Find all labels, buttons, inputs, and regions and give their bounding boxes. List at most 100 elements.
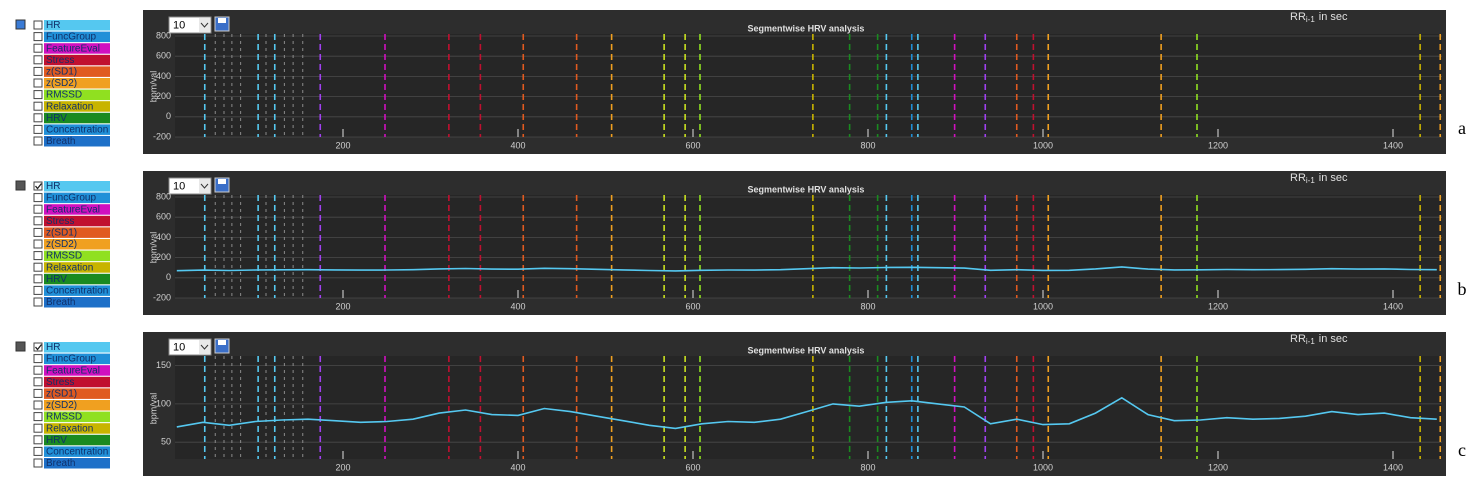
legend-checkbox[interactable]: [33, 20, 43, 30]
legend-label[interactable]: HRV: [46, 113, 67, 124]
legend-checkbox[interactable]: [33, 435, 43, 445]
legend-label[interactable]: Breath: [46, 458, 75, 469]
legend-label[interactable]: Stress: [46, 216, 74, 227]
legend-label[interactable]: HR: [46, 20, 60, 31]
legend-checkbox[interactable]: [33, 216, 43, 226]
legend-label[interactable]: Relaxation: [46, 423, 93, 434]
legend-label[interactable]: HRV: [46, 435, 67, 446]
legend-label[interactable]: FeatureEval: [46, 365, 100, 376]
legend-label[interactable]: z(SD2): [46, 400, 77, 411]
legend-checkbox[interactable]: [33, 262, 43, 272]
legend-checkbox[interactable]: [33, 227, 43, 237]
legend-checkbox[interactable]: [33, 55, 43, 65]
legend-checkbox[interactable]: [33, 365, 43, 375]
legend-label[interactable]: FuncGroup: [46, 193, 96, 204]
plot-area: [175, 34, 1442, 137]
legend-checkbox[interactable]: [33, 113, 43, 123]
legend-swatch: [44, 388, 110, 399]
legend-checkbox[interactable]: [33, 124, 43, 134]
y-axis-label: bpm/val: [148, 393, 158, 425]
legend-swatch: [44, 54, 110, 66]
legend-label[interactable]: RMSSD: [46, 90, 82, 101]
legend-checkbox[interactable]: [33, 446, 43, 456]
dropdown-value[interactable]: 10: [173, 180, 185, 192]
x-tick-label: 1000: [1033, 301, 1053, 311]
legend-label[interactable]: Stress: [46, 55, 74, 66]
hr-line: [176, 266, 1437, 272]
legend-label[interactable]: FuncGroup: [46, 32, 96, 43]
legend-checkbox[interactable]: [33, 66, 43, 76]
legend-label[interactable]: RMSSD: [46, 251, 82, 262]
legend-checkbox[interactable]: [33, 101, 43, 111]
legend-swatch: [44, 285, 110, 296]
legend-toggle[interactable]: [15, 341, 26, 352]
legend-label[interactable]: FuncGroup: [46, 354, 96, 365]
legend-checkbox[interactable]: [33, 388, 43, 398]
legend-label[interactable]: RMSSD: [46, 412, 82, 423]
dropdown-value[interactable]: 10: [173, 341, 185, 353]
legend-label[interactable]: z(SD2): [46, 78, 77, 89]
legend-checkbox[interactable]: [33, 458, 43, 468]
legend-checkbox[interactable]: [33, 251, 43, 261]
legend-checkbox[interactable]: [33, 297, 43, 307]
legend-label[interactable]: Relaxation: [46, 262, 93, 273]
legend-label[interactable]: HR: [46, 181, 60, 192]
legend-label[interactable]: z(SD1): [46, 228, 77, 239]
legend-checkbox[interactable]: [33, 239, 43, 249]
legend-label[interactable]: Breath: [46, 297, 75, 308]
x-tick-label: 200: [335, 140, 350, 150]
legend-swatch: [44, 376, 110, 388]
legend-checkbox[interactable]: [33, 412, 43, 422]
legend-label[interactable]: z(SD1): [46, 67, 77, 78]
dropdown-arrow: [200, 344, 209, 350]
rr-label: RRi-1 in sec: [1290, 333, 1348, 346]
legend-checkbox[interactable]: [33, 285, 43, 295]
save-label: [218, 340, 226, 345]
x-tick-label: 400: [510, 301, 525, 311]
legend-label[interactable]: HRV: [46, 274, 67, 285]
legend-checkbox[interactable]: [33, 32, 43, 42]
legend-label[interactable]: FeatureEval: [46, 204, 100, 215]
legend-label[interactable]: Concentration: [46, 125, 108, 136]
legend-checkbox[interactable]: [33, 400, 43, 410]
legend-checkbox[interactable]: [33, 136, 43, 146]
legend-checkbox[interactable]: [33, 274, 43, 284]
y-tick-label: 800: [156, 30, 171, 40]
legend-label[interactable]: FeatureEval: [46, 43, 100, 54]
dropdown-arrow: [200, 22, 209, 28]
legend-checkbox[interactable]: [33, 43, 43, 53]
legend-checkbox[interactable]: [33, 181, 43, 191]
legend-label[interactable]: Concentration: [46, 447, 108, 458]
legend-label[interactable]: z(SD1): [46, 389, 77, 400]
legend-swatch: [44, 112, 110, 124]
legend-label[interactable]: Breath: [46, 136, 75, 147]
legend-label[interactable]: z(SD2): [46, 239, 77, 250]
legend-swatch: [44, 434, 110, 446]
legend-label[interactable]: Relaxation: [46, 101, 93, 112]
legend-checkbox[interactable]: [33, 342, 43, 352]
legend-swatch: [44, 181, 110, 192]
legend-label[interactable]: Stress: [46, 377, 74, 388]
legend-swatch: [44, 20, 110, 31]
legend-toggle[interactable]: [15, 19, 26, 30]
legend-checkbox[interactable]: [33, 193, 43, 203]
dropdown-arrow-box: [199, 340, 210, 354]
legend-checkbox[interactable]: [33, 377, 43, 387]
legend-checkbox[interactable]: [33, 90, 43, 100]
legend-toggle[interactable]: [15, 180, 26, 191]
legend-checkbox[interactable]: [33, 78, 43, 88]
legend-label[interactable]: Concentration: [46, 286, 108, 297]
legend-checkbox[interactable]: [33, 204, 43, 214]
dropdown-value[interactable]: 10: [173, 19, 185, 31]
legend-checkbox[interactable]: [33, 423, 43, 433]
legend-checkbox[interactable]: [33, 354, 43, 364]
y-axis-label: bpm/val: [148, 232, 158, 264]
rr-label-sub: i-1: [1306, 176, 1315, 185]
x-tick-label: 800: [860, 462, 875, 472]
panel-letter: a: [1458, 118, 1466, 138]
legend-label[interactable]: HR: [46, 342, 60, 353]
legend-swatch: [44, 66, 110, 77]
rr-label-sub: i-1: [1306, 15, 1315, 24]
y-tick-label: 200: [156, 252, 171, 262]
rr-label: RRi-1 in sec: [1290, 172, 1348, 185]
